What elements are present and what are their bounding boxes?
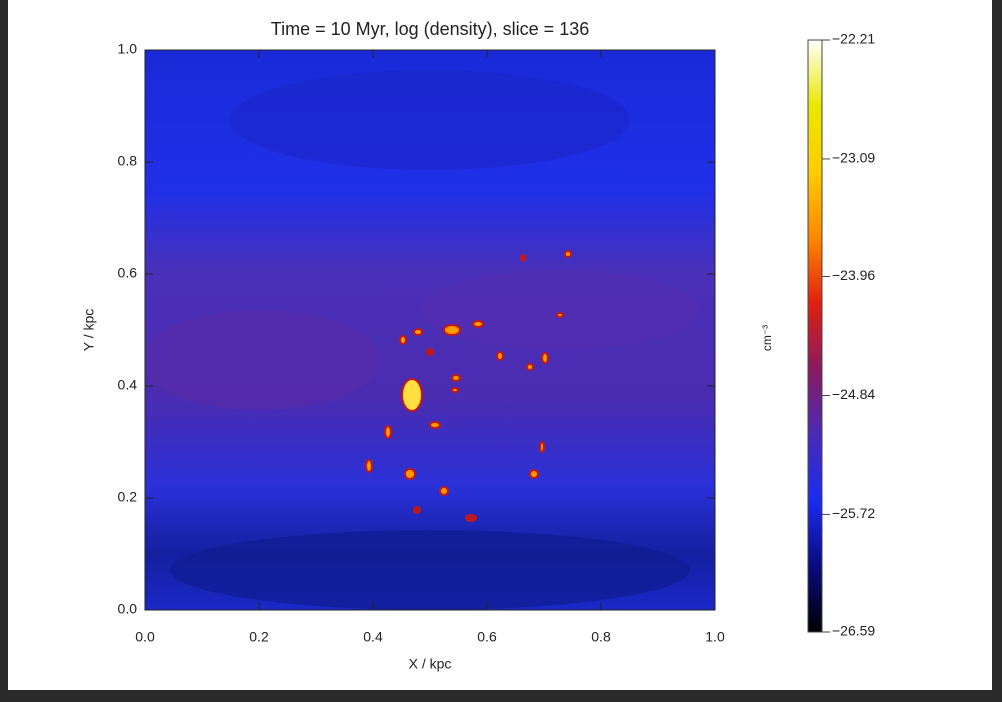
y-tick-label: 0.6 [118,265,138,281]
colorbar-tick-label: −24.84 [832,386,875,402]
y-tick-label: 1.0 [118,41,138,57]
colorbar-tick-label: −26.59 [832,623,875,639]
y-tick-label: 0.0 [118,601,138,617]
colorbar-tick-label: −23.96 [832,267,875,283]
y-tick-label: 0.2 [118,489,138,505]
colorbar [807,39,823,633]
colorbar-tick-label: −23.09 [832,150,875,166]
y-axis-label: Y / kpc [81,309,97,352]
x-tick-label: 1.0 [705,629,725,645]
colorbar-tick-label: −22.21 [832,31,875,47]
x-tick-label: 0.4 [363,629,383,645]
y-tick-label: 0.4 [118,377,138,393]
x-tick-label: 0.8 [591,629,611,645]
x-tick-label: 0.0 [135,629,155,645]
plot-frame [144,49,716,611]
colorbar-label: cm⁻³ [760,325,774,351]
x-axis-label: X / kpc [409,656,452,672]
colorbar-tick-label: −25.72 [832,505,875,521]
y-tick-label: 0.8 [118,153,138,169]
chart-title: Time = 10 Myr, log (density), slice = 13… [271,19,589,39]
x-tick-label: 0.2 [249,629,269,645]
x-tick-label: 0.6 [477,629,497,645]
density-image [145,50,715,610]
